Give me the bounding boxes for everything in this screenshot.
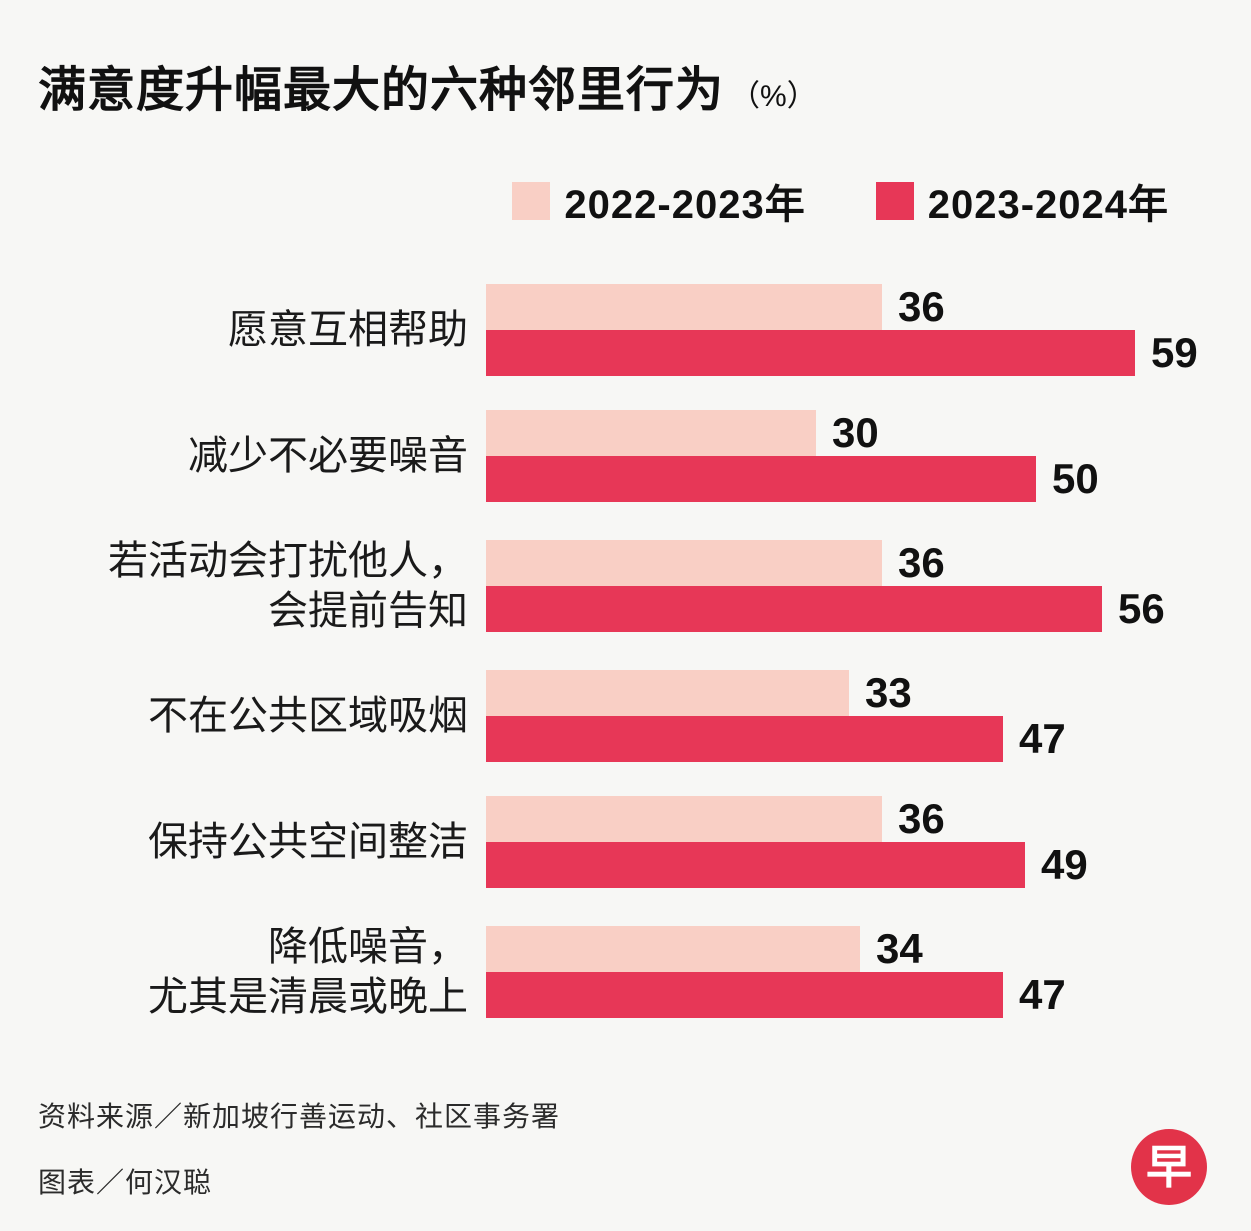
zaobao-logo-icon: 早	[1131, 1129, 1207, 1205]
chart-row: 减少不必要噪音 30 50	[38, 409, 1211, 502]
bar-pair: 36 59	[486, 283, 1211, 376]
bar-line: 47	[486, 715, 1211, 762]
chart-row: 若活动会打扰他人， 会提前告知 36 56	[38, 536, 1211, 636]
page-title: 满意度升幅最大的六种邻里行为 （%）	[38, 50, 1211, 120]
row-label: 愿意互相帮助	[228, 308, 468, 352]
chart-row: 降低噪音， 尤其是清晨或晚上 34 47	[38, 922, 1211, 1022]
bar-line: 49	[486, 841, 1211, 888]
bar-value: 36	[898, 283, 945, 330]
legend: 2022-2023年 2023-2024年	[38, 172, 1211, 230]
zaobao-logo-glyph: 早	[1146, 1141, 1192, 1193]
chart-row: 愿意互相帮助 36 59	[38, 283, 1211, 376]
bar-line: 33	[486, 669, 1211, 716]
bar-value: 36	[898, 539, 945, 586]
bar-line: 56	[486, 585, 1211, 632]
legend-label-2023-2024: 2023-2024年	[927, 183, 1169, 227]
chart-row: 不在公共区域吸烟 33 47	[38, 669, 1211, 762]
row-label: 降低噪音， 尤其是清晨或晚上	[148, 925, 468, 1019]
legend-swatch-2022-2023	[512, 182, 551, 220]
bar-2022-2023年	[486, 796, 882, 842]
bar-2022-2023年	[486, 926, 860, 972]
title-unit: （%）	[730, 80, 817, 113]
bar-pair: 36 56	[486, 539, 1211, 632]
bar-line: 50	[486, 455, 1211, 502]
bar-2023-2024年	[486, 586, 1102, 632]
bar-value: 59	[1151, 329, 1198, 376]
bar-pair: 30 50	[486, 409, 1211, 502]
chart-row: 保持公共空间整洁 36 49	[38, 795, 1211, 888]
bar-2022-2023年	[486, 540, 882, 586]
bar-line: 59	[486, 329, 1211, 376]
bar-chart: 愿意互相帮助 36 59 减少不必要噪音 30 50 若活动会打扰他人， 会提前告知 36 56…	[38, 283, 1211, 1022]
bar-value: 30	[832, 409, 879, 456]
legend-label-2022-2023: 2022-2023年	[564, 183, 806, 227]
bar-2023-2024年	[486, 842, 1025, 888]
bar-value: 33	[865, 669, 912, 716]
bar-line: 30	[486, 409, 1211, 456]
bar-2022-2023年	[486, 284, 882, 330]
row-label: 减少不必要噪音	[188, 434, 468, 478]
bar-line: 36	[486, 795, 1211, 842]
bar-2023-2024年	[486, 330, 1135, 376]
bar-pair: 33 47	[486, 669, 1211, 762]
footer: 资料来源／新加坡行善运动、社区事务署 图表／何汉聪	[38, 1095, 560, 1201]
bar-2023-2024年	[486, 972, 1003, 1018]
bar-2023-2024年	[486, 716, 1003, 762]
legend-item-2023-2024: 2023-2024年	[875, 172, 1169, 230]
bar-line: 36	[486, 539, 1211, 586]
bar-2023-2024年	[486, 456, 1036, 502]
row-label: 若活动会打扰他人， 会提前告知	[108, 539, 468, 633]
bar-2022-2023年	[486, 410, 816, 456]
bar-line: 34	[486, 925, 1211, 972]
bar-value: 49	[1041, 841, 1088, 888]
bar-value: 56	[1118, 585, 1165, 632]
legend-swatch-2023-2024	[875, 182, 914, 220]
bar-2022-2023年	[486, 670, 849, 716]
title-text: 满意度升幅最大的六种邻里行为	[38, 64, 725, 117]
legend-item-2022-2023: 2022-2023年	[512, 172, 805, 230]
bar-value: 36	[898, 795, 945, 842]
footer-source: 资料来源／新加坡行善运动、社区事务署	[38, 1101, 561, 1132]
bar-value: 50	[1052, 455, 1099, 502]
bar-line: 47	[486, 971, 1211, 1018]
bar-value: 34	[876, 925, 923, 972]
bar-line: 36	[486, 283, 1211, 330]
row-label: 保持公共空间整洁	[148, 820, 468, 864]
footer-credit: 图表／何汉聪	[38, 1167, 213, 1198]
bar-value: 47	[1019, 715, 1066, 762]
bar-value: 47	[1019, 971, 1066, 1018]
bar-pair: 36 49	[486, 795, 1211, 888]
bar-pair: 34 47	[486, 925, 1211, 1018]
row-label: 不在公共区域吸烟	[148, 694, 468, 738]
